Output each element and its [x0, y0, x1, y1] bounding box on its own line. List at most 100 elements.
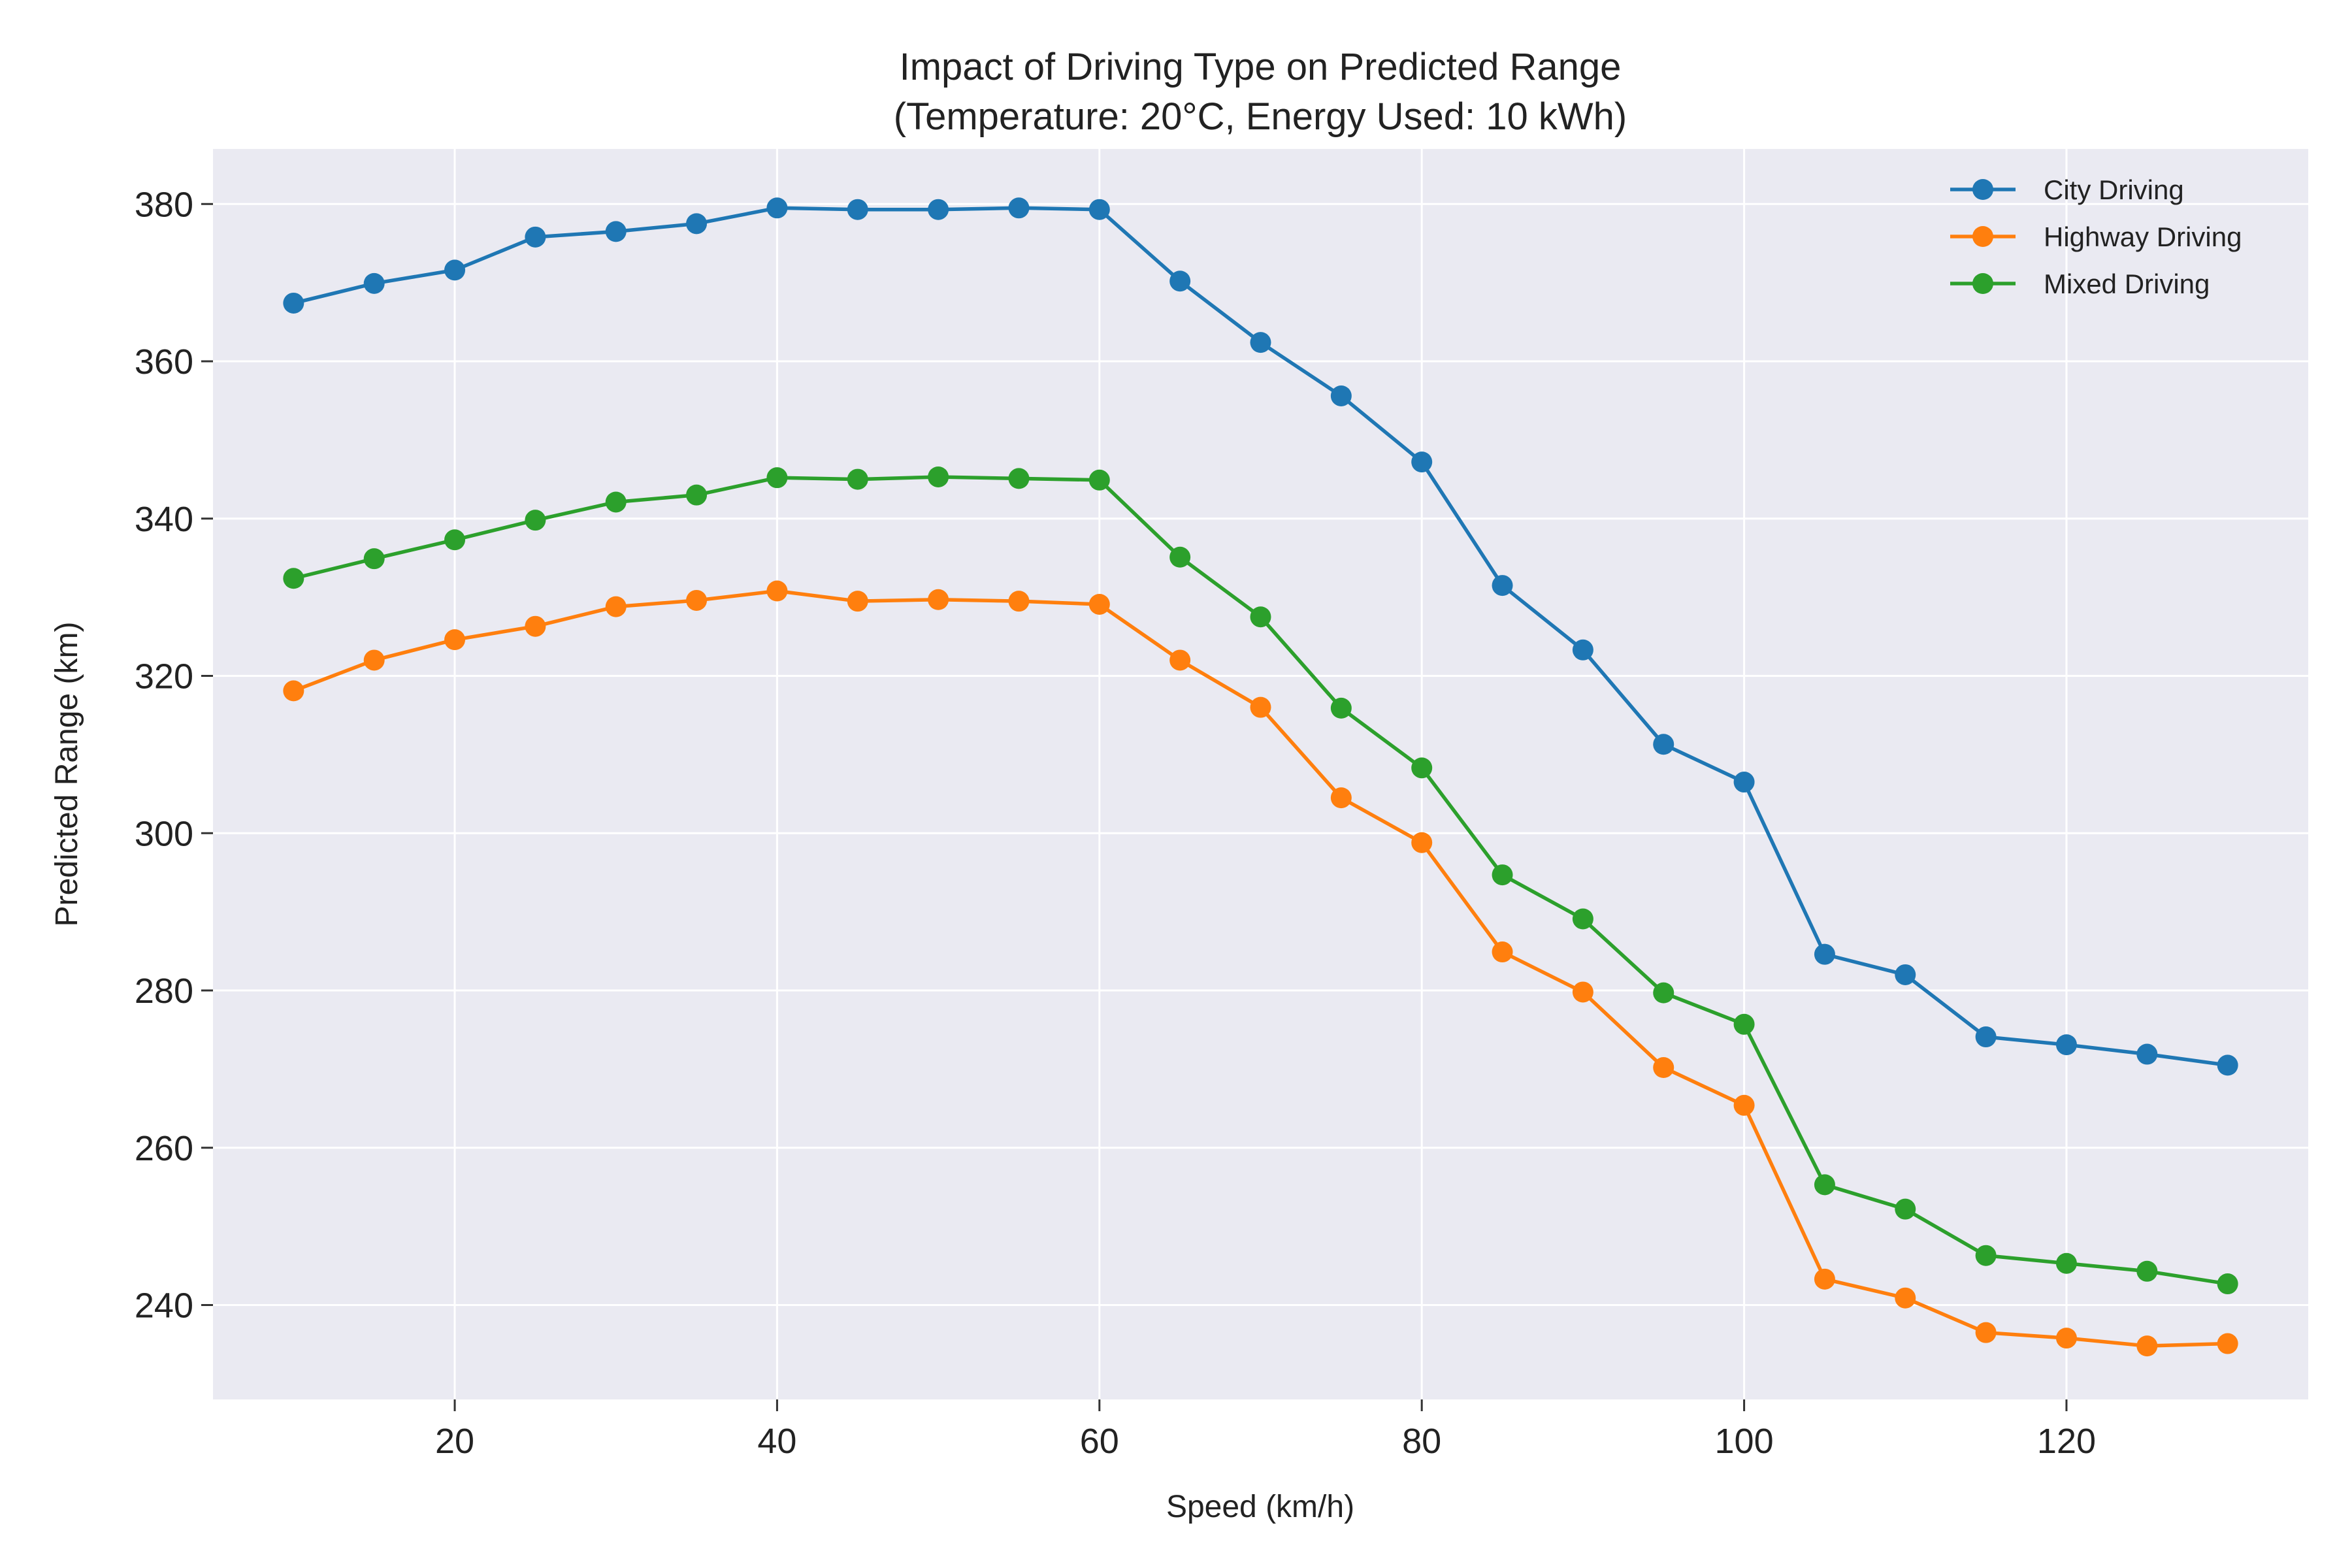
legend-label: Highway Driving	[2044, 221, 2242, 252]
data-point-highway-driving	[2055, 1328, 2077, 1349]
data-point-highway-driving	[847, 591, 868, 612]
data-point-mixed-driving	[1411, 757, 1433, 779]
series-layer	[283, 197, 2238, 1357]
chart-title-line-2: (Temperature: 20°C, Energy Used: 10 kWh)	[894, 95, 1627, 138]
data-point-mixed-driving	[1492, 864, 1513, 886]
data-point-highway-driving	[2217, 1333, 2238, 1354]
data-point-city-driving	[686, 213, 708, 235]
y-tick-label: 300	[135, 814, 193, 853]
data-point-highway-driving	[363, 649, 385, 671]
data-point-city-driving	[1572, 639, 1593, 661]
data-point-mixed-driving	[1088, 469, 1110, 491]
chart-title-line-1: Impact of Driving Type on Predicted Rang…	[900, 46, 1622, 88]
axes: 240 260 280 300 320 340 360 380 20 40 60 80 100 120	[135, 185, 2096, 1461]
data-point-mixed-driving	[605, 491, 627, 513]
data-point-city-driving	[1008, 197, 1030, 219]
x-tick-label: 80	[1402, 1422, 1441, 1461]
y-tick-label: 260	[135, 1129, 193, 1168]
y-tick-label: 240	[135, 1286, 193, 1326]
data-point-mixed-driving	[1250, 606, 1271, 628]
data-point-city-driving	[2055, 1034, 2077, 1056]
plot-area	[213, 149, 2308, 1399]
data-point-highway-driving	[1653, 1057, 1674, 1079]
data-point-highway-driving	[283, 680, 304, 702]
legend: City Driving Highway Driving Mixed Driving	[1950, 174, 2242, 299]
legend-item-city-driving: City Driving	[1950, 174, 2184, 205]
data-point-mixed-driving	[444, 529, 466, 551]
data-point-highway-driving	[1814, 1268, 1835, 1290]
x-tick-label: 20	[435, 1422, 474, 1461]
data-point-highway-driving	[928, 589, 949, 610]
data-point-city-driving	[847, 199, 868, 220]
data-point-highway-driving	[1492, 941, 1513, 963]
data-point-mixed-driving	[1814, 1174, 1835, 1196]
legend-label: Mixed Driving	[2044, 269, 2210, 299]
data-point-highway-driving	[1330, 787, 1352, 809]
data-point-city-driving	[1169, 270, 1191, 292]
data-point-city-driving	[525, 226, 546, 248]
series-city-driving	[283, 197, 2238, 1076]
y-tick-label: 340	[135, 500, 193, 539]
series-mixed-driving	[283, 466, 2238, 1295]
data-point-highway-driving	[444, 629, 466, 651]
data-point-mixed-driving	[1895, 1198, 1916, 1220]
data-point-highway-driving	[1572, 981, 1593, 1003]
data-point-city-driving	[1975, 1026, 1997, 1048]
data-point-highway-driving	[1975, 1322, 1997, 1343]
data-point-mixed-driving	[766, 467, 788, 489]
data-point-highway-driving	[2136, 1335, 2158, 1357]
data-point-mixed-driving	[283, 568, 304, 589]
data-point-city-driving	[1814, 943, 1835, 965]
data-point-city-driving	[928, 199, 949, 220]
data-point-mixed-driving	[928, 466, 949, 487]
data-point-mixed-driving	[1733, 1013, 1755, 1035]
data-point-city-driving	[1330, 385, 1352, 406]
data-point-city-driving	[605, 221, 627, 242]
data-point-city-driving	[1411, 451, 1433, 473]
legend-marker	[1972, 273, 1993, 294]
series-highway-driving	[283, 580, 2238, 1357]
data-point-mixed-driving	[847, 468, 868, 490]
data-point-city-driving	[1088, 199, 1110, 220]
data-point-mixed-driving	[1572, 908, 1593, 930]
data-point-city-driving	[1492, 575, 1513, 596]
data-point-highway-driving	[686, 589, 708, 611]
legend-marker	[1972, 226, 1993, 247]
legend-item-highway-driving: Highway Driving	[1950, 221, 2242, 252]
data-point-highway-driving	[1169, 649, 1191, 671]
legend-marker	[1972, 179, 1993, 200]
legend-item-mixed-driving: Mixed Driving	[1950, 269, 2210, 299]
data-point-city-driving	[1250, 332, 1271, 353]
data-point-highway-driving	[525, 615, 546, 637]
data-point-mixed-driving	[2055, 1252, 2077, 1274]
data-point-mixed-driving	[1169, 546, 1191, 568]
data-point-highway-driving	[1088, 593, 1110, 615]
data-point-mixed-driving	[1330, 697, 1352, 719]
data-point-highway-driving	[1895, 1287, 1916, 1309]
data-point-mixed-driving	[2136, 1260, 2158, 1282]
y-tick-label: 360	[135, 342, 193, 382]
x-tick-label: 40	[757, 1422, 796, 1461]
data-point-mixed-driving	[2217, 1273, 2238, 1295]
data-point-city-driving	[1733, 772, 1755, 793]
data-point-highway-driving	[1250, 696, 1271, 718]
x-tick-label: 60	[1080, 1422, 1119, 1461]
data-point-city-driving	[363, 272, 385, 294]
data-point-mixed-driving	[1008, 468, 1030, 489]
x-tick-label: 100	[1715, 1422, 1774, 1461]
data-point-highway-driving	[1733, 1094, 1755, 1116]
data-point-city-driving	[444, 259, 466, 281]
y-tick-label: 380	[135, 185, 193, 224]
data-point-city-driving	[1653, 734, 1674, 755]
x-axis-label: Speed (km/h)	[1166, 1490, 1354, 1524]
data-point-city-driving	[766, 197, 788, 219]
legend-label: City Driving	[2044, 174, 2184, 205]
y-tick-label: 320	[135, 657, 193, 696]
data-point-city-driving	[2217, 1054, 2238, 1076]
data-point-mixed-driving	[363, 548, 385, 570]
data-point-highway-driving	[1411, 832, 1433, 853]
data-point-mixed-driving	[1975, 1245, 1997, 1266]
data-point-highway-driving	[605, 596, 627, 617]
data-point-mixed-driving	[686, 484, 708, 506]
